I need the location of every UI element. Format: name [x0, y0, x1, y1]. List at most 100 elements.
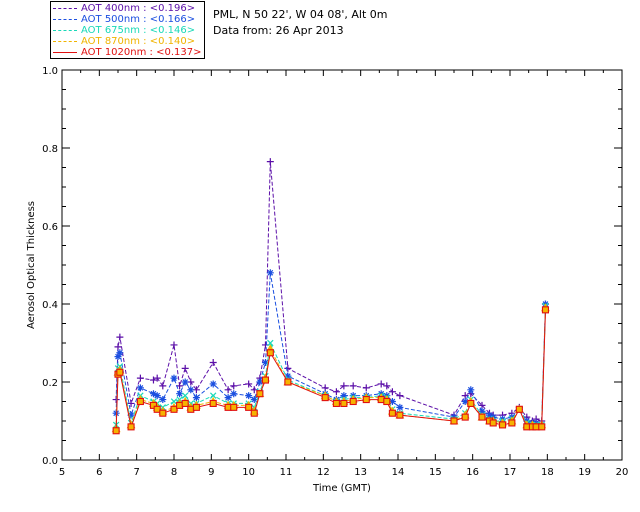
- data-point: [396, 411, 404, 419]
- data-point: [508, 419, 516, 427]
- x-axis-title: Time (GMT): [312, 483, 371, 494]
- data-point: [332, 399, 340, 408]
- data-point: [332, 388, 340, 396]
- x-tick-label: 18: [541, 467, 554, 478]
- data-point: [498, 421, 507, 429]
- data-point: [192, 394, 200, 402]
- data-point: [284, 378, 292, 386]
- data-point: [250, 409, 258, 417]
- data-point: [489, 419, 497, 427]
- legend-swatch: [53, 30, 77, 31]
- data-point: [256, 378, 264, 386]
- chart-axes: 5 6 7 8 9 10 11 12 13 14 15 16 17 18 19 20 0.0 0.2 0.4 0.6 0…: [42, 66, 628, 478]
- y-tick-label: 0.0: [42, 456, 58, 467]
- data-point: [170, 341, 178, 349]
- data-point: [538, 423, 546, 431]
- y-tick-label: 1.0: [42, 66, 58, 77]
- data-point: [478, 407, 486, 415]
- data-point: [112, 427, 120, 435]
- data-point: [362, 395, 370, 404]
- data-point: [383, 397, 391, 406]
- data-point: [383, 382, 391, 390]
- data-point: [396, 392, 404, 400]
- data-point: [181, 364, 189, 372]
- data-point: [261, 359, 269, 366]
- data-point: [340, 382, 348, 390]
- data-point: [170, 405, 178, 413]
- data-point: [153, 392, 161, 400]
- x-tick-label: 12: [317, 467, 330, 478]
- data-point: [245, 392, 253, 400]
- data-point: [181, 399, 189, 408]
- data-point: [230, 382, 238, 390]
- x-tick-label: 14: [392, 467, 405, 478]
- data-point: [478, 413, 486, 421]
- data-point: [321, 384, 329, 392]
- data-point: [136, 374, 144, 382]
- data-point: [250, 386, 258, 394]
- series-line: [115, 161, 546, 422]
- data-point: [224, 386, 232, 394]
- y-axis-title: Aerosol Optical Thickness: [26, 201, 37, 329]
- legend-label: AOT 870nm : <0.140>: [81, 36, 196, 47]
- data-point: [127, 423, 135, 431]
- data-point: [388, 388, 396, 396]
- data-point: [170, 398, 178, 405]
- data-point: [349, 382, 357, 390]
- data-point: [267, 339, 274, 347]
- legend: AOT 400nm : <0.196> AOT 500nm : <0.166> AO…: [50, 1, 205, 59]
- data-point: [149, 376, 157, 384]
- legend-label: AOT 1020nm : <0.137>: [81, 47, 202, 58]
- data-point: [176, 390, 184, 398]
- data-point: [230, 390, 238, 398]
- data-point: [284, 364, 292, 372]
- series-plus: [112, 158, 549, 425]
- y-tick-label: 0.6: [42, 222, 58, 233]
- data-point: [224, 394, 232, 402]
- legend-label: AOT 500nm : <0.166>: [81, 14, 196, 25]
- data-point: [461, 398, 469, 405]
- data-point: [250, 396, 258, 404]
- legend-swatch: [53, 8, 77, 9]
- data-point: [388, 398, 396, 405]
- data-point: [153, 374, 161, 382]
- data-point: [467, 386, 475, 394]
- x-tick-label: 5: [59, 467, 65, 478]
- data-point: [485, 411, 493, 419]
- y-tick-label: 0.8: [42, 144, 58, 155]
- legend-swatch: [53, 19, 77, 20]
- data-point: [396, 403, 404, 411]
- data-point: [181, 392, 189, 399]
- x-tick-label: 6: [96, 467, 102, 478]
- data-point: [284, 372, 292, 380]
- data-point: [461, 413, 469, 421]
- data-point: [209, 380, 217, 388]
- legend-label: AOT 675nm : <0.146>: [81, 25, 196, 36]
- data-point: [127, 399, 135, 407]
- legend-swatch: [53, 52, 77, 53]
- data-point: [114, 353, 122, 361]
- data-point: [209, 392, 217, 399]
- x-tick-label: 16: [466, 467, 479, 478]
- data-point: [266, 269, 274, 277]
- data-point: [388, 409, 396, 417]
- x-tick-label: 17: [504, 467, 517, 478]
- x-tick-label: 15: [429, 467, 442, 478]
- data-point: [266, 349, 274, 357]
- x-tick-label: 9: [208, 467, 214, 478]
- x-tick-label: 20: [616, 467, 629, 478]
- data-point: [478, 401, 486, 409]
- legend-label: AOT 400nm : <0.196>: [81, 3, 196, 14]
- x-tick-label: 8: [171, 467, 177, 478]
- chart-series: [111, 158, 550, 435]
- data-point: [261, 376, 270, 384]
- data-point: [127, 411, 135, 419]
- data-point: [321, 394, 329, 402]
- data-point: [136, 384, 144, 392]
- data-point: [340, 399, 348, 408]
- data-point: [136, 397, 144, 406]
- y-tick-label: 0.4: [42, 300, 58, 311]
- series-square: [112, 306, 550, 435]
- data-point: [187, 386, 195, 394]
